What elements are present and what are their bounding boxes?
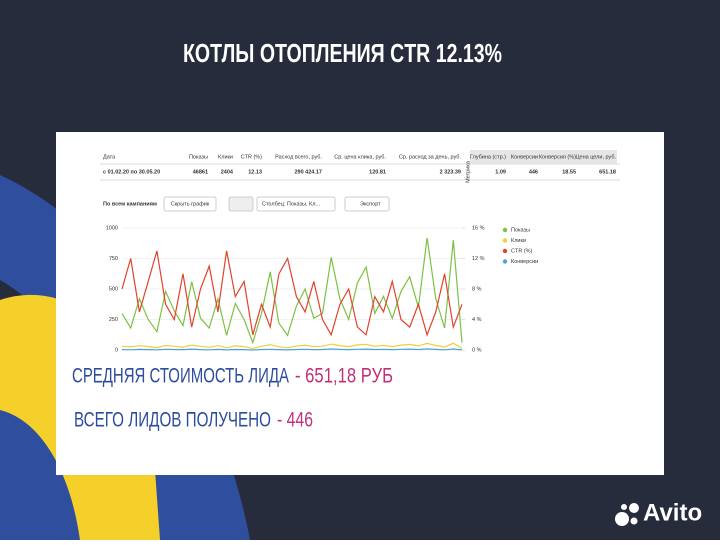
table-header: Расход всего, руб. [275,154,322,160]
y2-tick-label: 8 % [472,286,482,292]
logo-dot [615,512,629,526]
logo-text: Avito [643,499,702,526]
legend-marker [502,248,508,254]
table-cell: 290 424.17 [294,169,322,175]
table-header: Ср. цена клика, руб. [334,154,386,160]
table-cell: с 01.02.20 по 30.05.20 [103,169,160,175]
summary-label: СРЕДНЯЯ СТОИМОСТЬ ЛИДА [72,365,289,388]
table-header: Клики [218,154,233,160]
table-cell: 18.55 [562,169,576,175]
series-line [121,237,463,345]
table-cell: 2 323.39 [440,169,461,175]
legend-label: Клики [511,238,526,244]
slide-title: КОТЛЫ ОТОПЛЕНИЯ CTR 12.13% [183,38,502,68]
table-header: Цена цели, руб. [575,154,616,160]
table-header: Показы [189,154,208,160]
table-header: Ср. расход за день, руб. [399,154,462,160]
series-line [121,342,463,350]
blue-shape [0,410,80,540]
button-label[interactable]: Экспорт [360,201,381,207]
chart-toggle[interactable] [228,196,254,212]
button-label[interactable]: Скрыть график [171,201,210,207]
legend-label: CTR (%) [511,248,533,254]
summary-label: ВСЕГО ЛИДОВ ПОЛУЧЕНО [74,409,271,432]
table-cell: 1.09 [495,169,506,175]
legend-label: Показы [511,227,530,233]
logo-dot [630,517,638,525]
legend-marker [502,238,508,243]
summary-value: - 446 [277,409,313,432]
table-cell: 651.18 [599,169,616,175]
logo-dot [629,503,639,513]
legend-marker [502,227,508,233]
legend-marker [502,259,508,264]
table-cell: 46861 [193,169,208,175]
series-line [121,250,463,337]
table-header: Дата [103,154,116,160]
table-header: Метрика [465,160,471,183]
y-tick-label: 1000 [106,225,118,231]
table-cell: 446 [529,169,538,175]
y-tick-label: 0 [115,347,118,353]
y2-tick-label: 0 % [472,347,482,353]
table-header: Глубина (стр.) [470,154,506,160]
y2-tick-label: 12 % [472,256,485,262]
header-highlight [470,150,617,164]
table-cell: 120.81 [369,169,386,175]
table-header: Конверсия (%) [539,154,576,160]
toolbar-label: По всем кампаниям [103,201,157,207]
dropdown-label[interactable]: Столбец: Показы, Кл... [262,201,320,207]
table-header: Конверсии [511,154,538,160]
screenshot-card [56,132,664,475]
dropdown[interactable] [256,196,336,212]
summary-value: - 651,18 РУБ [295,365,393,388]
y2-tick-label: 4 % [472,317,482,323]
button[interactable] [344,196,390,212]
table-header: CTR (%) [241,154,263,160]
y-tick-label: 500 [109,286,118,292]
y-tick-label: 750 [109,256,118,262]
legend-label: Конверсии [511,259,538,265]
button[interactable] [163,196,217,212]
logo-dot [621,504,627,510]
series-line [121,348,463,351]
y-tick-label: 250 [109,317,118,323]
table-cell: 2404 [221,169,234,175]
table-cell: 12.13 [248,169,262,175]
y2-tick-label: 16 % [472,225,485,231]
avito-logo: Avito [615,499,702,526]
